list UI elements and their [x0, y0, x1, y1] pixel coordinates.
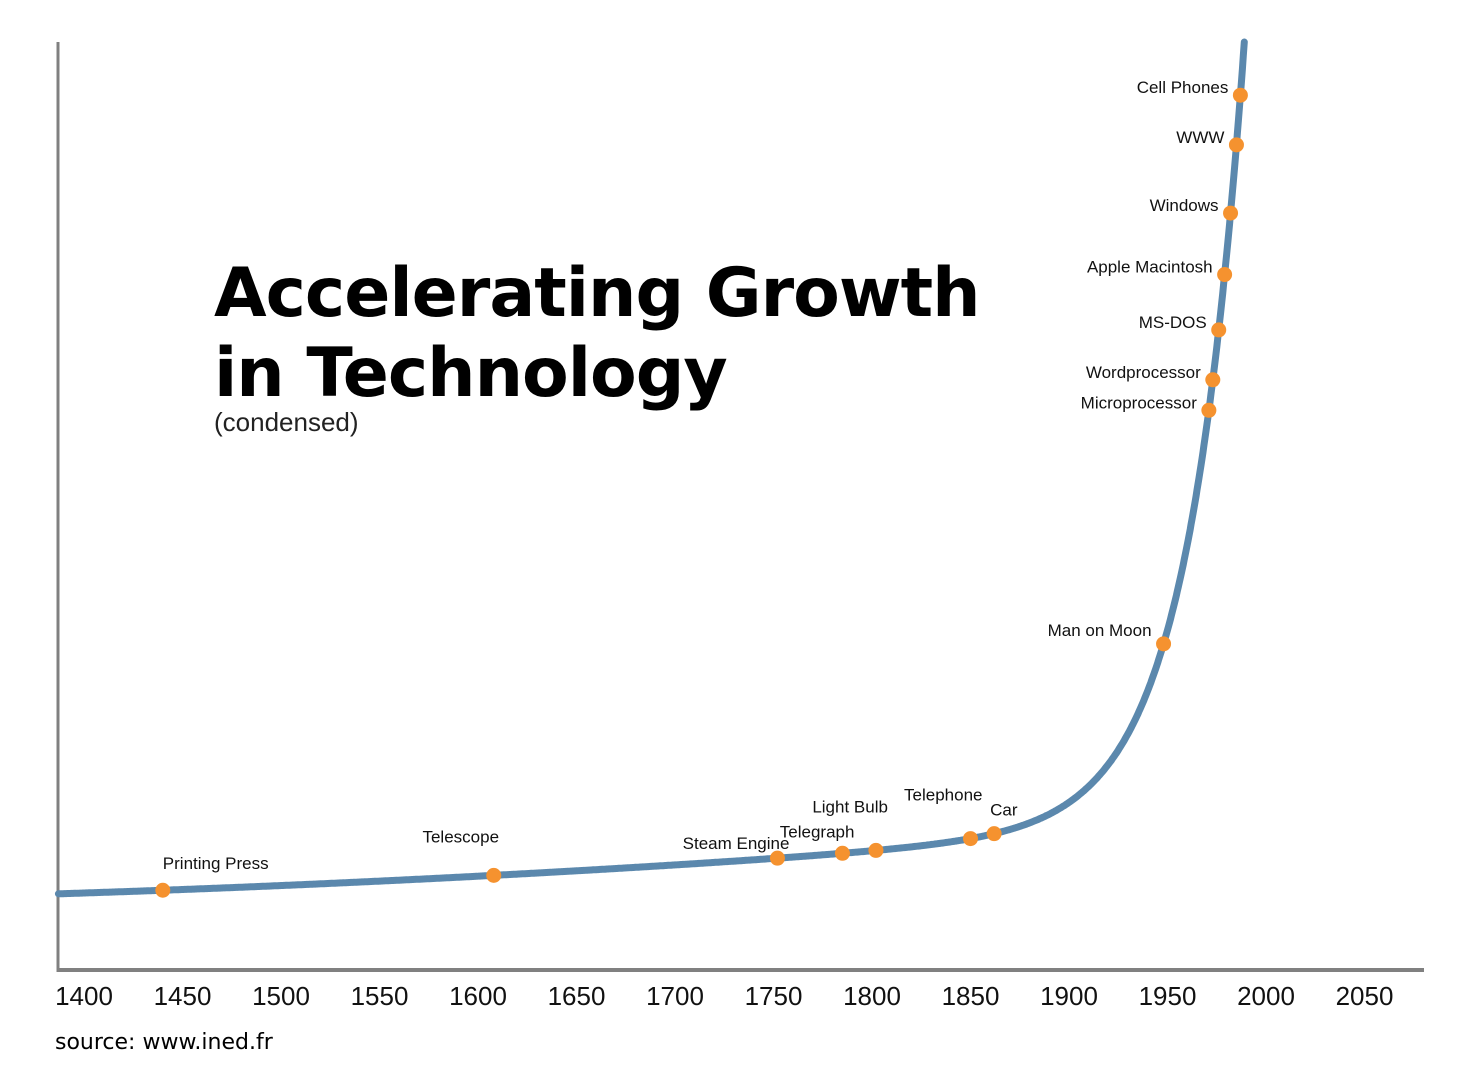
x-tick-label: 1400 [55, 981, 113, 1011]
event-label: Microprocessor [1081, 393, 1198, 412]
event-marker [155, 882, 171, 898]
event-label: MS-DOS [1139, 313, 1207, 332]
event-label: Telegraph [780, 822, 855, 841]
x-tick-label: 1850 [942, 981, 1000, 1011]
x-tick-label: 1750 [745, 981, 803, 1011]
event-label: WWW [1176, 128, 1224, 147]
event-marker [1217, 267, 1233, 283]
x-tick-label: 1650 [548, 981, 606, 1011]
x-tick-label: 1450 [154, 981, 212, 1011]
event-label: Steam Engine [683, 834, 790, 853]
x-tick-label: 1900 [1040, 981, 1098, 1011]
event-label: Car [990, 801, 1018, 820]
event-marker [486, 867, 502, 883]
event-label: Apple Macintosh [1087, 258, 1213, 277]
chart-subtitle: (condensed) [214, 407, 359, 437]
x-tick-label: 1550 [351, 981, 409, 1011]
event-marker [1205, 372, 1221, 388]
event-marker [834, 845, 850, 861]
event-label: Windows [1150, 196, 1219, 215]
event-marker [1228, 137, 1244, 153]
axes [56, 42, 1424, 972]
x-tick-label: 2050 [1336, 981, 1394, 1011]
x-tick-label: 1950 [1139, 981, 1197, 1011]
chart-title: Accelerating Growth in Technology [214, 254, 981, 414]
event-label: Man on Moon [1048, 621, 1152, 640]
event-marker [963, 831, 978, 847]
event-marker [1223, 205, 1239, 221]
event-marker [1201, 402, 1217, 418]
event-marker [986, 826, 1002, 842]
event-markers [155, 87, 1248, 898]
x-axis-ticks: 1400 1450 1500 1550 1600 1650 1700 1750 1800 1850… [55, 981, 1393, 1011]
event-marker [769, 850, 785, 866]
x-tick-label: 1700 [646, 981, 704, 1011]
event-label: Telescope [422, 827, 499, 846]
event-marker [1211, 322, 1227, 338]
event-label: Wordprocessor [1086, 363, 1201, 382]
chart-title-line2: in Technology [214, 334, 728, 413]
growth-curve [54, 38, 1248, 898]
chart-title-line1: Accelerating Growth [214, 254, 981, 333]
x-tick-label: 2000 [1237, 981, 1295, 1011]
event-label: Printing Press [163, 854, 269, 873]
event-marker [1232, 87, 1248, 103]
x-tick-label: 1500 [252, 981, 310, 1011]
source-note: source: www.ined.fr [55, 1030, 273, 1055]
event-label: Light Bulb [812, 797, 888, 816]
event-label: Cell Phones [1137, 78, 1229, 97]
x-tick-label: 1600 [449, 981, 507, 1011]
event-labels: Printing Press Telescope Steam EngineTeleg… [163, 78, 1229, 873]
event-label: Telephone [904, 786, 982, 805]
event-marker [1156, 636, 1172, 652]
growth-curve-layer [54, 38, 1248, 898]
x-tick-label: 1800 [843, 981, 901, 1011]
event-marker [868, 842, 884, 858]
